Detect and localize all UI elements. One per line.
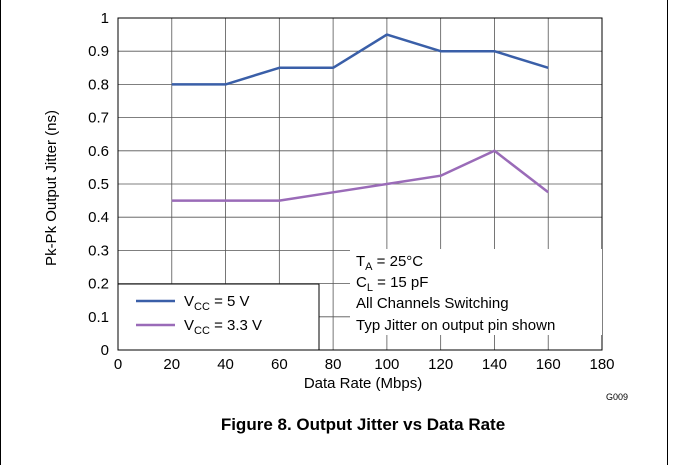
x-tick-label: 0 (114, 356, 122, 373)
y-tick-label: 1 (101, 10, 109, 27)
note-channels: All Channels Switching (356, 295, 509, 312)
legend: VCC = 5 V VCC = 3.3 V (117, 283, 320, 351)
y-axis-label: Pk-Pk Output Jitter (ns) (43, 110, 60, 266)
series-line-0 (171, 33, 549, 86)
figure-caption: Figure 8. Output Jitter vs Data Rate (221, 415, 505, 434)
x-tick-label: 100 (374, 356, 399, 373)
data-series (171, 33, 549, 202)
y-tick-label: 0.1 (88, 309, 109, 326)
x-tick-label: 120 (428, 356, 453, 373)
note-jitter: Typ Jitter on output pin shown (356, 317, 555, 334)
x-tick-label: 180 (589, 356, 614, 373)
y-tick-label: 0.4 (88, 209, 109, 226)
note-cl: CL = 15 pF (356, 274, 428, 294)
y-tick-label: 0.9 (88, 43, 109, 60)
note-ta: TA = 25°C (356, 253, 423, 273)
plot-area-border (117, 17, 603, 351)
figure-code: G009 (606, 392, 628, 402)
legend-label-3v3: VCC = 3.3 V (184, 317, 262, 337)
y-tick-label: 0 (101, 342, 109, 359)
legend-label-5v: VCC = 5 V (184, 293, 250, 313)
x-tick-label: 20 (163, 356, 180, 373)
y-tick-label: 0.3 (88, 242, 109, 259)
x-tick-label: 140 (482, 356, 507, 373)
x-axis-label: Data Rate (Mbps) (304, 375, 422, 392)
y-tick-label: 0.8 (88, 76, 109, 93)
figure-frame-left (0, 0, 1, 465)
legend-box (117, 283, 320, 351)
x-tick-label: 80 (325, 356, 342, 373)
y-tick-label: 0.7 (88, 110, 109, 127)
conditions-note: TA = 25°C CL = 15 pF All Channels Switch… (350, 249, 602, 335)
conditions-note-bg (350, 249, 602, 335)
x-tick-label: 60 (271, 356, 288, 373)
x-tick-label: 160 (536, 356, 561, 373)
tick-labels: 0 20 40 60 80 100 120 140 160 180 0 0.1 0.2 0.3 0.4 0.5… (88, 10, 614, 373)
series-line-1 (171, 149, 549, 202)
figure-frame-right (667, 0, 668, 465)
y-tick-label: 0.2 (88, 276, 109, 293)
y-tick-label: 0.5 (88, 176, 109, 193)
y-tick-label: 0.6 (88, 143, 109, 160)
x-tick-label: 40 (217, 356, 234, 373)
